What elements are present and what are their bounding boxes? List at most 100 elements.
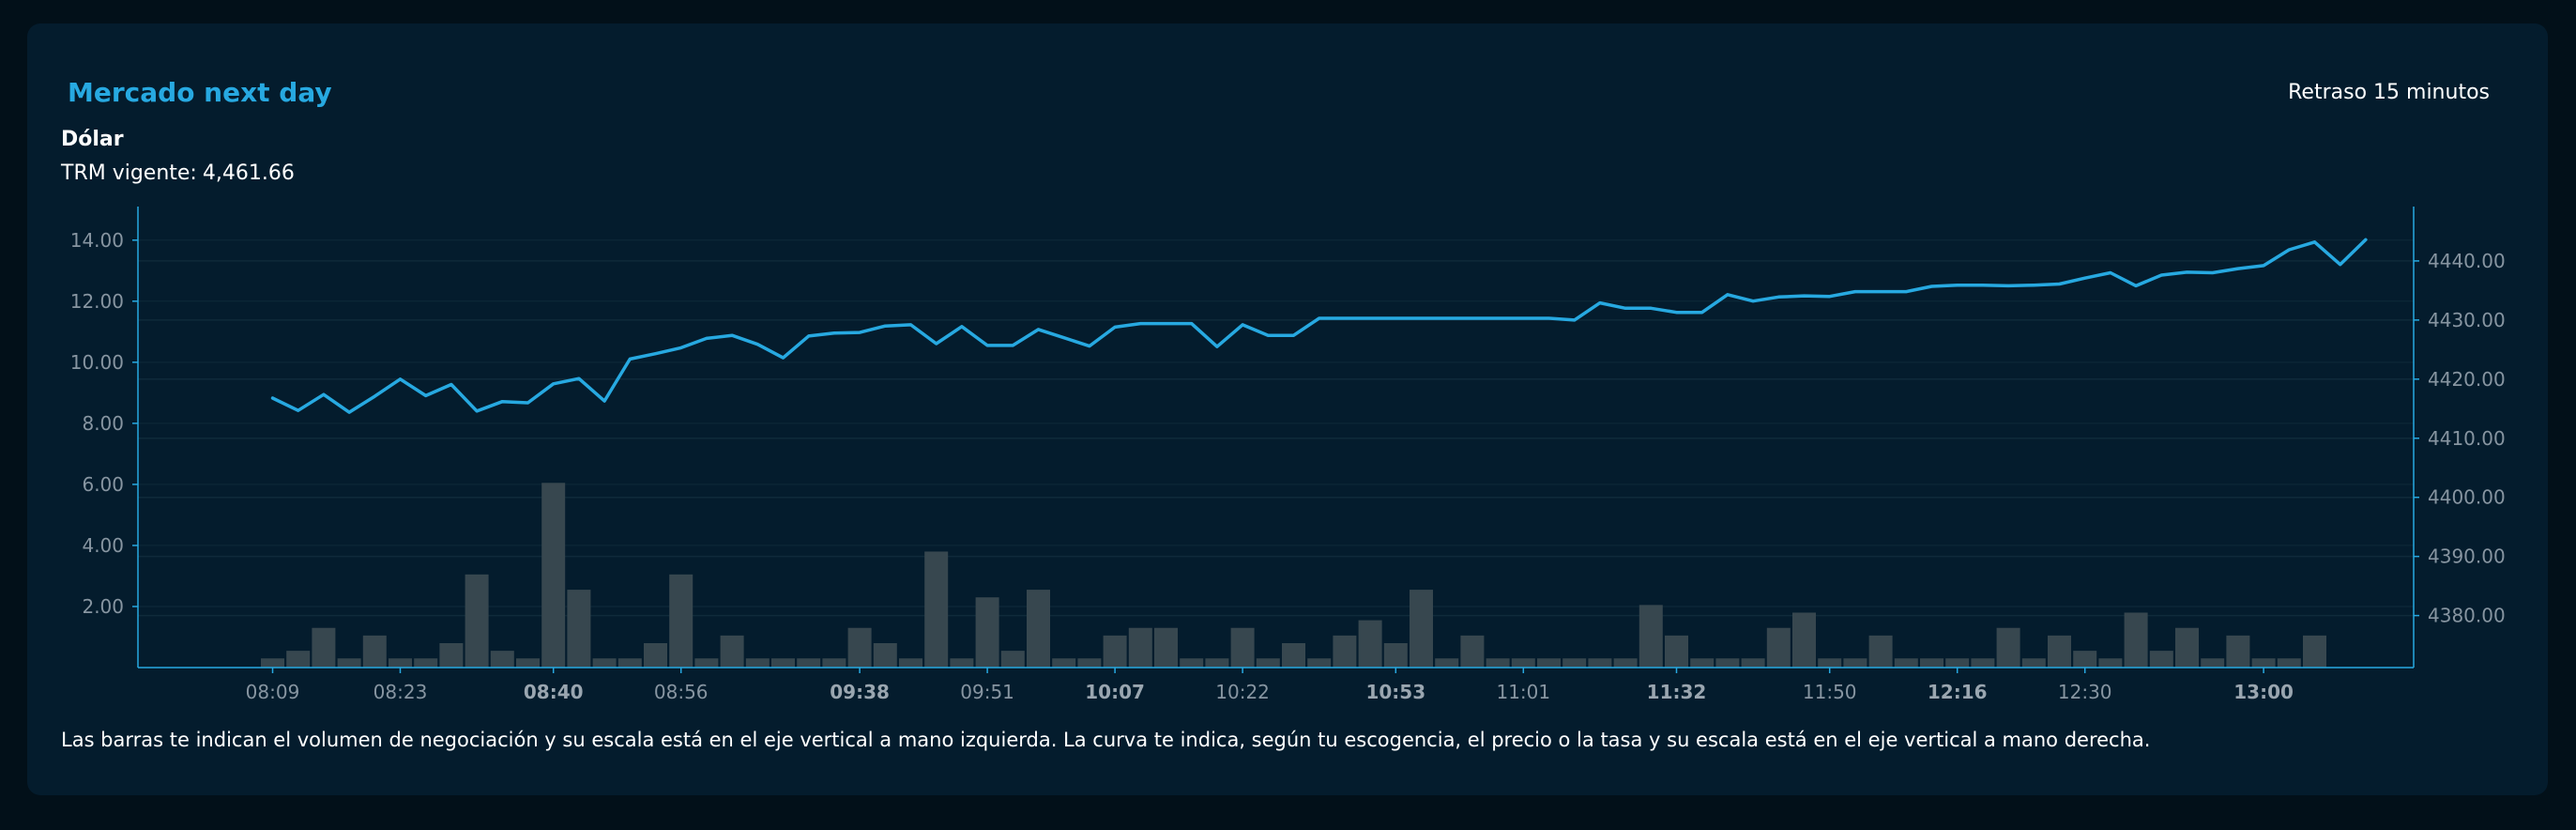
right-tick-label: 4410.00 [2428, 427, 2506, 450]
volume-bar-48 [1486, 658, 1510, 668]
volume-bar-32 [1077, 658, 1102, 668]
volume-bar-0 [261, 658, 284, 668]
x-tick-label: 10:53 [1365, 681, 1425, 703]
volume-bar-28 [975, 597, 999, 668]
left-tick-label: 10.00 [70, 351, 124, 374]
volume-bar-53 [1613, 658, 1638, 668]
volume-bar-6 [414, 658, 438, 668]
volume-bar-79 [2277, 658, 2301, 668]
volume-bar-16 [669, 574, 694, 668]
trm-label: TRM vigente: [61, 161, 197, 185]
right-tick-label: 4400.00 [2428, 486, 2506, 509]
instrument-label: Dólar [61, 128, 124, 151]
x-tick-label: 08:09 [246, 681, 300, 703]
x-tick-label: 09:51 [960, 681, 1014, 703]
volume-bar-80 [2303, 635, 2326, 668]
volume-bar-27 [950, 658, 974, 668]
volume-bar-76 [2201, 658, 2225, 668]
volume-bar-31 [1052, 658, 1076, 668]
delay-notice: Retraso 15 minutos [2288, 81, 2490, 104]
x-tick-label: 11:32 [1647, 681, 1707, 703]
volume-bar-66 [1945, 658, 1970, 668]
volume-bar-63 [1868, 635, 1893, 668]
volume-bar-75 [2175, 627, 2199, 668]
x-tick-label: 12:16 [1928, 681, 1988, 703]
left-tick-label: 2.00 [82, 595, 124, 618]
volume-bar-3 [337, 658, 361, 668]
volume-bar-45 [1410, 590, 1433, 668]
volume-bar-1 [286, 651, 311, 668]
x-tick-label: 11:01 [1496, 681, 1550, 703]
volume-bar-57 [1715, 658, 1740, 668]
right-tick-label: 4420.00 [2428, 368, 2506, 391]
volume-bar-24 [873, 642, 897, 668]
volume-bar-77 [2226, 635, 2250, 668]
volume-bar-21 [797, 658, 821, 668]
volume-bar-71 [2073, 651, 2097, 668]
x-tick-label: 10:22 [1215, 681, 1270, 703]
grid-lines [138, 239, 2414, 617]
volume-bar-13 [592, 658, 617, 668]
volume-bar-40 [1282, 642, 1305, 668]
volume-bar-36 [1180, 658, 1204, 668]
volume-bar-50 [1537, 658, 1561, 668]
right-tick-label: 4430.00 [2428, 309, 2506, 331]
volume-bar-44 [1383, 642, 1408, 668]
volume-bar-47 [1460, 635, 1485, 668]
volume-bar-34 [1128, 627, 1152, 668]
price-line-group [270, 238, 2368, 414]
volume-bar-56 [1690, 658, 1715, 668]
price-line [270, 238, 2368, 414]
volume-bar-55 [1665, 635, 1688, 668]
volume-bar-35 [1154, 627, 1178, 668]
x-tick-label: 11:50 [1803, 681, 1857, 703]
volume-bar-67 [1971, 658, 1995, 668]
volume-bar-22 [822, 658, 846, 668]
volume-bar-78 [2251, 658, 2276, 668]
left-tick-label: 4.00 [82, 534, 124, 557]
trm-value: 4,461.66 [202, 161, 295, 185]
volume-bars [261, 483, 2326, 668]
left-tick-label: 12.00 [70, 290, 124, 313]
volume-bar-10 [516, 658, 540, 668]
volume-bar-9 [490, 651, 514, 668]
volume-bar-70 [2048, 635, 2071, 668]
x-tick-label: 08:56 [654, 681, 709, 703]
trm-text: TRM vigente: 4,461.66 [61, 161, 295, 185]
volume-bar-73 [2124, 612, 2148, 668]
volume-bar-49 [1511, 658, 1535, 668]
volume-bar-42 [1333, 635, 1357, 668]
volume-bar-8 [465, 574, 489, 668]
axes [132, 207, 2419, 673]
volume-bar-64 [1894, 658, 1918, 668]
volume-bar-37 [1205, 658, 1229, 668]
volume-bar-69 [2021, 658, 2046, 668]
volume-bar-54 [1639, 605, 1663, 668]
volume-bar-25 [899, 658, 922, 668]
volume-bar-62 [1843, 658, 1867, 668]
volume-bar-46 [1435, 658, 1459, 668]
volume-bar-65 [1920, 658, 1943, 668]
volume-bar-19 [745, 658, 770, 668]
right-tick-label: 4380.00 [2428, 605, 2506, 627]
x-tick-label: 08:40 [524, 681, 584, 703]
volume-bar-59 [1766, 627, 1791, 668]
volume-bar-15 [644, 642, 667, 668]
volume-bar-43 [1358, 620, 1382, 668]
volume-bar-11 [541, 483, 566, 668]
volume-bar-41 [1307, 658, 1332, 668]
volume-bar-18 [720, 635, 744, 668]
volume-bar-68 [1996, 627, 2020, 668]
volume-bar-5 [389, 658, 412, 668]
right-tick-label: 4390.00 [2428, 546, 2506, 568]
volume-bar-74 [2149, 651, 2173, 668]
volume-bar-14 [617, 658, 642, 668]
x-tick-label: 13:00 [2233, 681, 2294, 703]
volume-bar-39 [1256, 658, 1280, 668]
volume-bar-61 [1818, 658, 1842, 668]
volume-bar-60 [1792, 612, 1816, 668]
volume-bar-52 [1588, 658, 1612, 668]
volume-bar-38 [1230, 627, 1255, 668]
volume-bar-30 [1027, 590, 1050, 668]
